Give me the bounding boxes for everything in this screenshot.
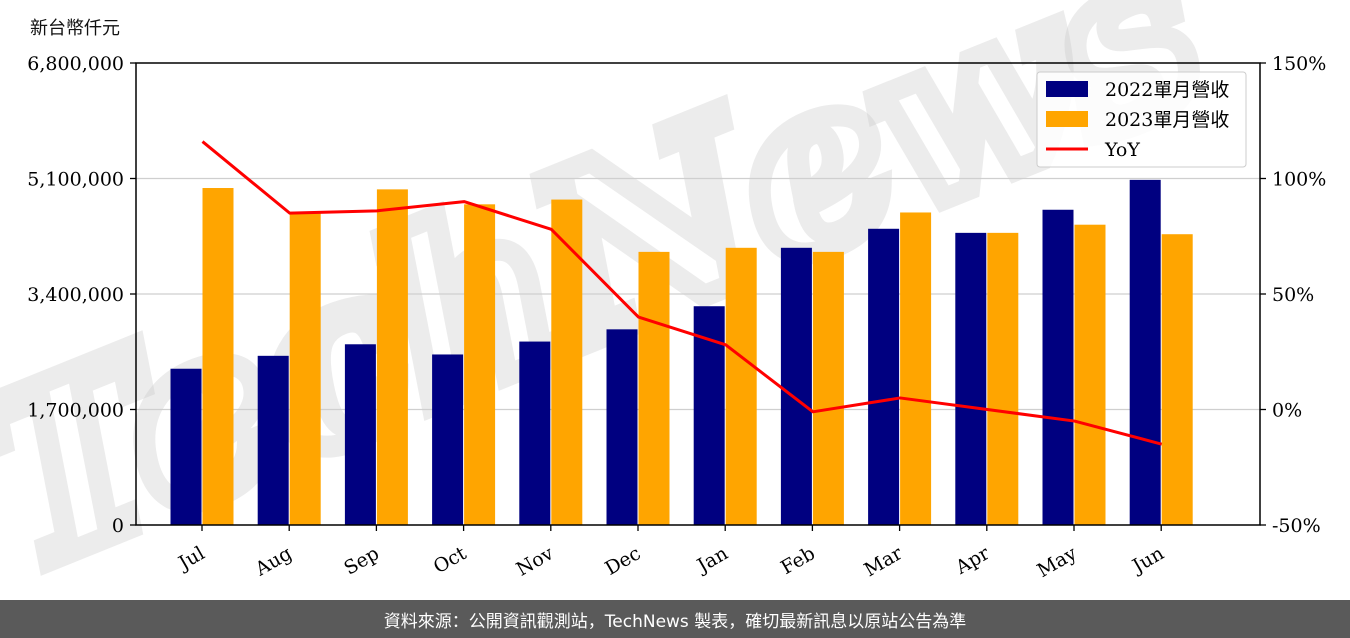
x-tick-label-dec: Dec — [601, 542, 644, 580]
x-tick-label-oct: Oct — [430, 542, 471, 578]
bar-2023-dec — [638, 251, 670, 525]
x-tick-label-aug: Aug — [251, 542, 296, 581]
left-axis-ticks: 0 1,700,000 3,400,000 5,100,000 6,800,000 — [27, 53, 136, 537]
x-tick-label-nov: Nov — [513, 542, 558, 581]
right-tick-label: 50% — [1272, 284, 1314, 306]
bars — [170, 179, 1193, 526]
bar-2022-dec — [606, 329, 638, 525]
left-tick-label: 5,100,000 — [27, 169, 124, 191]
right-tick-label: 100% — [1272, 169, 1326, 191]
bar-2022-sep — [344, 344, 376, 525]
x-tick-label-feb: Feb — [777, 542, 819, 579]
y-axis-unit-label: 新台幣仟元 — [30, 18, 120, 39]
bar-2022-apr — [955, 232, 987, 525]
right-axis-ticks: -50% 0% 50% 100% 150% — [1260, 53, 1326, 537]
source-footer: 資料來源：公開資訊觀測站，TechNews 製表，確切最新訊息以原站公告為準 — [0, 600, 1350, 638]
x-tick-label-sep: Sep — [340, 542, 383, 579]
bar-2023-oct — [464, 204, 496, 526]
bar-2023-jul — [202, 188, 234, 525]
bar-2022-jul — [170, 368, 202, 525]
bar-2023-mar — [900, 212, 932, 525]
right-tick-label: -50% — [1272, 515, 1321, 537]
left-tick-label: 6,800,000 — [27, 53, 124, 75]
left-tick-label: 0 — [112, 515, 124, 537]
legend-label-0: 2022單月營收 — [1105, 79, 1229, 101]
bar-2023-feb — [812, 251, 844, 525]
bar-2022-nov — [519, 341, 551, 525]
bar-2023-apr — [987, 232, 1019, 525]
legend-label-1: 2023單月營收 — [1105, 109, 1229, 131]
bar-2022-mar — [868, 228, 900, 525]
x-tick-label-jun: Jun — [1127, 542, 1168, 578]
left-tick-label: 1,700,000 — [27, 400, 124, 422]
bar-2022-aug — [257, 355, 289, 525]
legend-swatch-0 — [1046, 81, 1088, 97]
legend-box — [1036, 71, 1247, 168]
right-tick-label: 150% — [1272, 53, 1326, 75]
right-tick-label: 0% — [1272, 400, 1302, 422]
legend-label-2: YoY — [1104, 139, 1140, 161]
bar-2023-jun — [1161, 234, 1193, 525]
bar-2023-may — [1074, 224, 1106, 525]
x-tick-label-mar: Mar — [861, 542, 907, 581]
revenue-chart: TechNews 01,700,0003,400,0005,100,0006,8… — [0, 0, 1326, 600]
bar-2022-jun — [1129, 179, 1161, 525]
left-tick-label: 3,400,000 — [27, 284, 124, 306]
bar-2022-may — [1042, 209, 1074, 526]
yoy-polyline — [201, 140, 1163, 446]
bar-2022-feb — [780, 247, 812, 526]
bar-2023-jan — [725, 247, 757, 526]
bar-2023-sep — [376, 189, 408, 525]
legend: 2022單月營收 2023單月營收 YoY — [1036, 71, 1247, 168]
bar-2023-aug — [289, 211, 321, 525]
bar-2022-oct — [432, 354, 464, 525]
x-tick-label-may: May — [1034, 542, 1081, 582]
legend-swatch-1 — [1046, 111, 1088, 127]
x-tick-label-apr: Apr — [951, 542, 994, 579]
x-tick-label-jan: Jan — [692, 542, 732, 578]
bar-2023-nov — [551, 199, 583, 525]
yoy-line — [201, 140, 1163, 446]
x-axis-ticks: Jul Aug Sep Oct Nov Dec Jan Feb Mar Apr May Jun — [173, 525, 1168, 582]
